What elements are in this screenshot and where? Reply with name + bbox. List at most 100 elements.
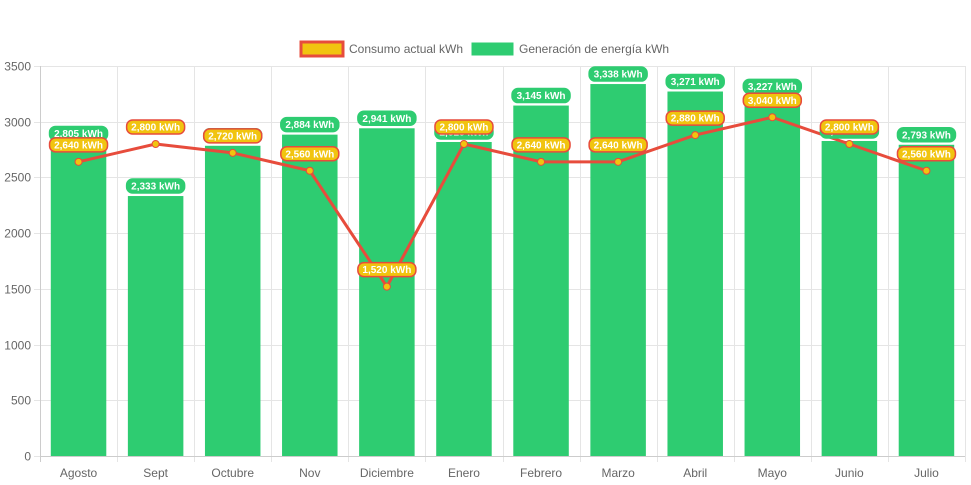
point-consumo[interactable] bbox=[228, 148, 237, 157]
line-data-label-text: 2,640 kWh bbox=[54, 140, 103, 151]
y-tick-label: 1500 bbox=[4, 283, 31, 297]
bar-data-label-bg bbox=[511, 87, 571, 104]
x-tick-label: Abril bbox=[683, 466, 707, 480]
bar-data-label: 2,333 kWh bbox=[125, 178, 186, 194]
legend-label-generacion: Generación de energía kWh bbox=[519, 42, 669, 56]
bar-data-label-text: 3,227 kWh bbox=[748, 82, 797, 93]
bar-data-label: 2,941 kWh bbox=[357, 110, 417, 127]
point-consumo[interactable] bbox=[459, 140, 468, 148]
line-data-label-text: 1,520 kWh bbox=[362, 265, 411, 276]
y-tick-label: 3500 bbox=[4, 60, 31, 74]
bar-data-label-bg bbox=[357, 110, 417, 127]
bar-data-label-bg bbox=[280, 116, 340, 133]
line-data-label: 2,800 kWh bbox=[434, 119, 494, 135]
x-tick-label: Nov bbox=[299, 466, 320, 480]
point-consumo[interactable] bbox=[382, 282, 391, 291]
legend[interactable]: Consumo actual kWh Generación de energía… bbox=[299, 40, 669, 58]
line-consumo bbox=[78, 115, 927, 289]
line-data-label-text: 3,040 kWh bbox=[748, 96, 797, 107]
bar-generacion[interactable] bbox=[898, 144, 955, 456]
line-data-label-bg bbox=[280, 145, 340, 162]
line-data-label: 2,560 kWh bbox=[896, 145, 957, 162]
line-data-label-bg bbox=[48, 137, 109, 153]
y-tick-label: 500 bbox=[11, 394, 31, 408]
point-consumo[interactable] bbox=[305, 166, 314, 175]
bar-generacion[interactable] bbox=[204, 145, 261, 457]
point-consumo[interactable] bbox=[845, 140, 854, 148]
y-tick-label: 0 bbox=[24, 450, 31, 464]
line-data-label-bg bbox=[125, 119, 186, 135]
x-tick-label: Diciembre bbox=[360, 466, 414, 480]
line-data-label-text: 2,800 kWh bbox=[825, 123, 874, 134]
grid bbox=[34, 66, 966, 462]
bar-generacion[interactable] bbox=[282, 134, 338, 456]
line-data-labels: 2,640 kWh 2,800 kWh 2,720 kWh 2,560 kWh 1,52… bbox=[48, 92, 957, 278]
line-data-label: 2,640 kWh bbox=[48, 137, 109, 153]
line-data-label-bg bbox=[357, 261, 417, 278]
line-data-label: 2,560 kWh bbox=[280, 145, 340, 162]
bar-data-label: 3,338 kWh bbox=[588, 66, 648, 82]
y-tick-label: 1000 bbox=[4, 339, 31, 353]
x-tick-label: Enero bbox=[448, 466, 480, 480]
line-data-label-bg bbox=[742, 92, 803, 109]
line-data-label-bg bbox=[896, 145, 957, 162]
line-data-label: 2,640 kWh bbox=[511, 137, 571, 153]
bar-data-label-text: 2,793 kWh bbox=[902, 130, 951, 141]
bar-generacion[interactable] bbox=[436, 141, 492, 456]
x-tick-label: Sept bbox=[143, 466, 168, 480]
bar-data-label-text: 2,805 kWh bbox=[54, 129, 103, 140]
line-data-label: 2,640 kWh bbox=[588, 137, 648, 153]
bar-generacion[interactable] bbox=[359, 128, 415, 456]
bar-generacion[interactable] bbox=[127, 196, 184, 456]
bar-data-label: 3,271 kWh bbox=[665, 73, 725, 90]
bar-generacion[interactable] bbox=[744, 96, 801, 457]
bar-data-label-text: 3,145 kWh bbox=[517, 91, 566, 102]
line-data-label-bg bbox=[588, 137, 648, 153]
bar-data-label-text: 3,338 kWh bbox=[594, 70, 643, 81]
legend-item-generacion[interactable]: Generación de energía kWh bbox=[471, 42, 669, 56]
bar-data-label: 2,884 kWh bbox=[280, 116, 340, 133]
point-consumo[interactable] bbox=[691, 131, 700, 140]
axes: 0 500 1000 1500 2000 2500 3000 3500 Agosto Sept Oc… bbox=[4, 60, 939, 481]
point-consumo[interactable] bbox=[151, 140, 160, 148]
x-tick-label: Mayo bbox=[758, 466, 788, 480]
bar-data-label-bg bbox=[665, 73, 725, 90]
line-data-label-bg bbox=[434, 119, 494, 135]
bar-data-label-bg bbox=[896, 127, 957, 143]
bar-series bbox=[50, 84, 955, 457]
bar-data-label-bg bbox=[588, 66, 648, 82]
legend-label-consumo: Consumo actual kWh bbox=[349, 42, 463, 56]
x-tick-label: Octubre bbox=[211, 466, 254, 480]
bar-data-label: 2,793 kWh bbox=[896, 127, 957, 143]
line-data-label-text: 2,800 kWh bbox=[439, 123, 488, 134]
line-data-label: 2,720 kWh bbox=[202, 128, 263, 144]
bar-generacion[interactable] bbox=[667, 91, 723, 456]
line-data-label: 3,040 kWh bbox=[742, 92, 803, 109]
bar-generacion[interactable] bbox=[821, 140, 878, 456]
legend-item-consumo[interactable]: Consumo actual kWh bbox=[299, 40, 463, 58]
point-consumo[interactable] bbox=[768, 113, 777, 122]
legend-swatch-generacion bbox=[471, 42, 514, 56]
point-consumo[interactable] bbox=[74, 157, 83, 166]
line-data-label: 2,880 kWh bbox=[665, 110, 725, 126]
line-data-label: 2,800 kWh bbox=[819, 119, 880, 135]
line-data-label-bg bbox=[665, 110, 725, 126]
point-consumo[interactable] bbox=[537, 157, 546, 166]
line-data-label-text: 2,560 kWh bbox=[902, 149, 951, 160]
point-consumo[interactable] bbox=[614, 157, 623, 166]
bar-generacion[interactable] bbox=[50, 143, 107, 456]
bar-data-label: 3,227 kWh bbox=[742, 78, 803, 95]
line-series bbox=[74, 113, 931, 291]
point-consumo[interactable] bbox=[922, 166, 931, 175]
x-tick-label: Agosto bbox=[60, 466, 98, 480]
x-tick-label: Junio bbox=[835, 466, 864, 480]
line-data-label-text: 2,640 kWh bbox=[517, 140, 566, 151]
x-tick-label: Marzo bbox=[601, 466, 635, 480]
line-data-label-bg bbox=[511, 137, 571, 153]
bar-data-label: 3,145 kWh bbox=[511, 87, 571, 104]
y-tick-label: 2500 bbox=[4, 171, 31, 185]
legend-swatch-consumo bbox=[299, 40, 345, 58]
x-tick-label: Julio bbox=[914, 466, 939, 480]
